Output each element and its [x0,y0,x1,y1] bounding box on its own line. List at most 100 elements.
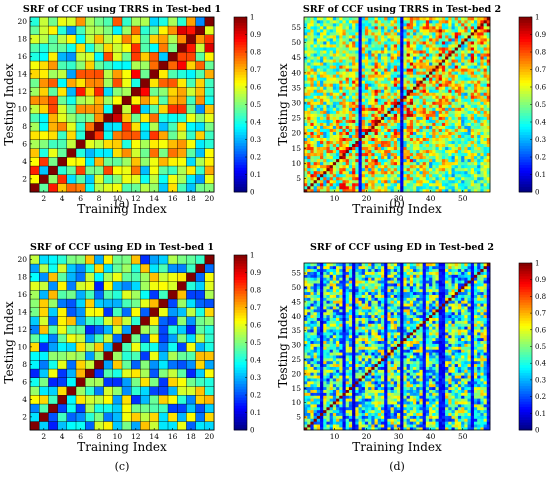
heatmap-cell [333,418,337,421]
heatmap-cell [394,101,398,104]
heatmap-cell [381,126,385,129]
heatmap-cell [407,186,411,189]
heatmap-cell [468,44,472,47]
heatmap-cell [429,29,433,32]
heatmap-cell [423,413,427,416]
heatmap-cell [131,96,141,105]
heatmap-cell [442,410,446,413]
heatmap-cell [326,83,330,86]
heatmap-cell [314,77,318,80]
heatmap-cell [381,35,385,38]
heatmap-cell [76,122,86,131]
heatmap-cell [455,138,459,141]
heatmap-cell [381,410,385,413]
heatmap-cell [85,351,95,360]
heatmap-cell [439,44,443,47]
heatmap-cell [455,126,459,129]
heatmap-cell [407,62,411,65]
heatmap-cell [355,17,359,20]
heatmap-cell [314,44,318,47]
heatmap-cell [471,32,475,35]
heatmap-cell [477,56,481,59]
heatmap-cell [410,62,414,65]
heatmap-cell [423,38,427,41]
heatmap-cell [336,418,340,421]
heatmap-cell [474,83,478,86]
heatmap-cell [375,71,379,74]
heatmap-cell [394,95,398,98]
heatmap-cell [468,53,472,56]
heatmap-cell [484,59,488,62]
heatmap-cell [484,53,488,56]
heatmap-cell [400,416,404,419]
colorbar-step [234,55,247,58]
heatmap-cell [407,413,411,416]
heatmap-cell [381,83,385,86]
heatmap-cell [477,114,481,117]
colorbar-step [519,42,532,45]
heatmap-cell [461,153,465,156]
heatmap-cell [484,105,488,108]
heatmap-cell [346,416,350,419]
heatmap-cell [445,129,449,132]
heatmap-cell [355,159,359,162]
heatmap-cell [48,113,58,122]
heatmap-cell [323,74,327,77]
heatmap-cell [314,29,318,32]
heatmap-cell [391,29,395,32]
heatmap-cell [346,17,350,20]
heatmap-cell [464,416,468,419]
heatmap-cell [323,156,327,159]
heatmap-cell [205,17,215,26]
heatmap-cell [416,86,420,89]
heatmap-cell [371,180,375,183]
heatmap-cell [94,157,104,166]
heatmap-cell [439,183,443,186]
heatmap-cell [375,174,379,177]
heatmap-cell [330,20,334,23]
heatmap-cell [362,180,366,183]
heatmap-cell [30,351,40,360]
heatmap-cell [333,180,337,183]
colorbar-step [234,20,247,23]
heatmap-cell [394,111,398,114]
heatmap-cell [196,70,206,79]
heatmap-cell [397,59,401,62]
heatmap-cell [464,114,468,117]
heatmap-cell [458,421,462,424]
heatmap-cell [368,95,372,98]
heatmap-cell [85,131,95,140]
heatmap-cell [432,114,436,117]
colorbar-step [234,282,247,285]
heatmap-cell [104,78,114,87]
heatmap-cell [419,117,423,120]
heatmap-cell [397,98,401,101]
heatmap-cell [336,150,340,153]
heatmap-cell [378,62,382,65]
heatmap-cell [484,29,488,32]
heatmap-cell [384,108,388,111]
heatmap-cell [480,171,484,174]
heatmap-cell [349,65,353,68]
heatmap-cell [455,177,459,180]
heatmap-cell [186,70,196,79]
heatmap-cell [333,95,337,98]
heatmap-cell [330,26,334,29]
heatmap-cell [122,264,132,273]
heatmap-cell [471,35,475,38]
heatmap-cell [429,35,433,38]
heatmap-cell [349,174,353,177]
heatmap-cell [314,159,318,162]
heatmap-cell [387,165,391,168]
heatmap-cell [426,77,430,80]
heatmap-cell [159,369,169,378]
heatmap-cell [477,418,481,421]
heatmap-cell [85,378,95,387]
heatmap-cell [458,29,462,32]
heatmap-cell [464,32,468,35]
colorbar-step [234,154,247,157]
heatmap-cell [362,147,366,150]
heatmap-cell [458,92,462,95]
heatmap-cell [48,52,58,61]
heatmap-cell [387,156,391,159]
